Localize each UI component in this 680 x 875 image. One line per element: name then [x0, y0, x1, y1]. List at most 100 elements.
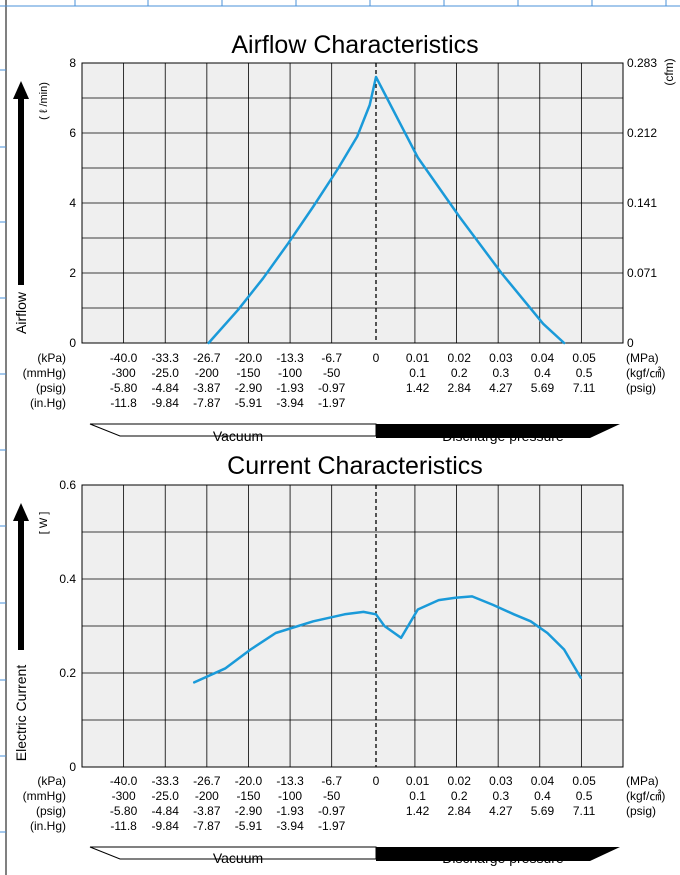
x-tick-label-right: 0.04 [531, 351, 555, 365]
series-line [207, 75, 566, 345]
x-tick-label: -0.97 [318, 381, 346, 395]
x-tick-label: -150 [236, 789, 260, 803]
discharge-arrow [376, 424, 620, 438]
x-tick-label: -300 [112, 366, 136, 380]
x-row-unit: (in.Hg) [30, 819, 66, 833]
arrow-up-icon [13, 81, 29, 99]
x-tick-label-right: 0.03 [489, 774, 513, 788]
vacuum-label: Vacuum [213, 850, 263, 866]
discharge-label: Discharge pressure [442, 428, 564, 444]
x-tick-label-right: 0.01 [406, 351, 430, 365]
x-tick-label-right: 7.11 [573, 381, 596, 395]
y-unit-left: ( ℓ /min) [38, 82, 50, 120]
x-tick-label: -300 [112, 789, 136, 803]
x-tick-label: -5.80 [110, 381, 138, 395]
y-tick-label: 0.2 [59, 666, 76, 680]
x-tick-label-right: 0.02 [448, 774, 472, 788]
x-tick-label: -40.0 [110, 351, 138, 365]
x-tick-label-right: 2.84 [448, 804, 472, 818]
x-tick-label: -100 [278, 789, 302, 803]
y-tick-label-right: 0.212 [627, 126, 657, 140]
x-tick-label: -3.87 [193, 804, 221, 818]
x-tick-label-right: 0.4 [534, 789, 551, 803]
x-tick-label: -3.87 [193, 381, 221, 395]
x-tick-label: -1.97 [318, 396, 346, 410]
y-tick-label-right: 0.283 [627, 56, 657, 70]
x-row-unit-right: (psig) [626, 804, 656, 818]
y-tick-label-right: 0.071 [627, 266, 657, 280]
x-row-unit: (psig) [36, 804, 66, 818]
arrow-shaft [18, 98, 24, 285]
x-tick-label: -2.90 [235, 804, 263, 818]
y-tick-label: 0 [69, 760, 76, 774]
x-row-unit: (mmHg) [23, 366, 66, 380]
x-tick-label: -11.8 [110, 396, 137, 410]
x-tick-label: -11.8 [110, 819, 137, 833]
x-tick-label: -1.93 [276, 804, 304, 818]
x-tick-label: -6.7 [321, 774, 342, 788]
arrow-up-icon [13, 503, 29, 521]
x-tick-label-right: 0.01 [406, 774, 430, 788]
x-tick-label: 0 [373, 774, 380, 788]
x-tick-label-right: 0.03 [489, 351, 513, 365]
chart-current: Current Characteristics 0 0.2 0.4 0.6 [ W ] El… [13, 452, 665, 866]
x-tick-label-right: 5.69 [531, 381, 555, 395]
x-tick-label: -7.87 [193, 396, 221, 410]
arrow-shaft [18, 520, 24, 650]
x-row-unit-right: (MPa) [626, 774, 659, 788]
x-tick-label-right: 0.02 [448, 351, 472, 365]
x-tick-label: -50 [323, 366, 341, 380]
x-tick-label-right: 0.05 [572, 774, 596, 788]
x-tick-label: -200 [195, 366, 219, 380]
x-tick-label-right: 0.2 [451, 789, 468, 803]
x-tick-label-right: 0.1 [409, 366, 426, 380]
x-tick-label: -5.91 [235, 819, 263, 833]
y-unit-left: [ W ] [38, 512, 50, 535]
x-tick-label-right: 0.04 [531, 774, 555, 788]
x-tick-label: -13.3 [276, 774, 304, 788]
x-tick-label-right: 0.5 [576, 789, 593, 803]
x-row-unit: (mmHg) [23, 789, 66, 803]
x-tick-label: -20.0 [235, 774, 263, 788]
x-tick-label-right: 0.2 [451, 366, 468, 380]
x-row-unit-right: (MPa) [626, 351, 659, 365]
x-row-unit-right: (kgf/㎠) [626, 789, 665, 803]
x-tick-label: -6.7 [321, 351, 342, 365]
x-tick-label-right: 0.3 [493, 789, 510, 803]
y-unit-right: (cfm) [662, 58, 676, 85]
discharge-arrow [376, 847, 620, 861]
x-tick-label: -33.3 [152, 351, 180, 365]
chart-airflow: Airflow Characteristics 0 2 4 6 8 0 0.071 0.141 0… [13, 31, 676, 444]
x-tick-label-right: 1.42 [406, 804, 430, 818]
x-tick-label-right: 1.42 [406, 381, 430, 395]
x-tick-label-right: 0.5 [576, 366, 593, 380]
y-tick-label: 2 [69, 266, 76, 280]
x-row-unit-right: (psig) [626, 381, 656, 395]
x-tick-label-right: 0.3 [493, 366, 510, 380]
x-tick-label: -20.0 [235, 351, 263, 365]
x-tick-label-right: 4.27 [489, 381, 513, 395]
x-tick-label: -26.7 [193, 351, 221, 365]
side-label: Electric Current [13, 665, 29, 762]
x-tick-label: -40.0 [110, 774, 138, 788]
x-tick-label: -4.84 [152, 804, 180, 818]
x-tick-label-right: 0.1 [409, 789, 426, 803]
y-tick-label-right: 0.141 [627, 196, 657, 210]
y-tick-label-right: 0 [627, 336, 634, 350]
x-tick-label: -1.93 [276, 381, 304, 395]
series-line [192, 595, 583, 684]
x-tick-label: -9.84 [152, 396, 180, 410]
x-tick-label-right: 0.4 [534, 366, 551, 380]
x-tick-label: -4.84 [152, 381, 180, 395]
x-tick-label: -3.94 [276, 819, 304, 833]
y-tick-label: 0.4 [59, 572, 76, 586]
chart-title: Current Characteristics [227, 452, 483, 480]
x-tick-label: -5.91 [235, 396, 263, 410]
x-tick-label-right: 0.05 [572, 351, 596, 365]
y-tick-label: 0 [69, 336, 76, 350]
x-tick-label: -9.84 [152, 819, 180, 833]
x-tick-label: -150 [236, 366, 260, 380]
x-tick-label: -5.80 [110, 804, 138, 818]
discharge-label: Discharge pressure [442, 850, 564, 866]
